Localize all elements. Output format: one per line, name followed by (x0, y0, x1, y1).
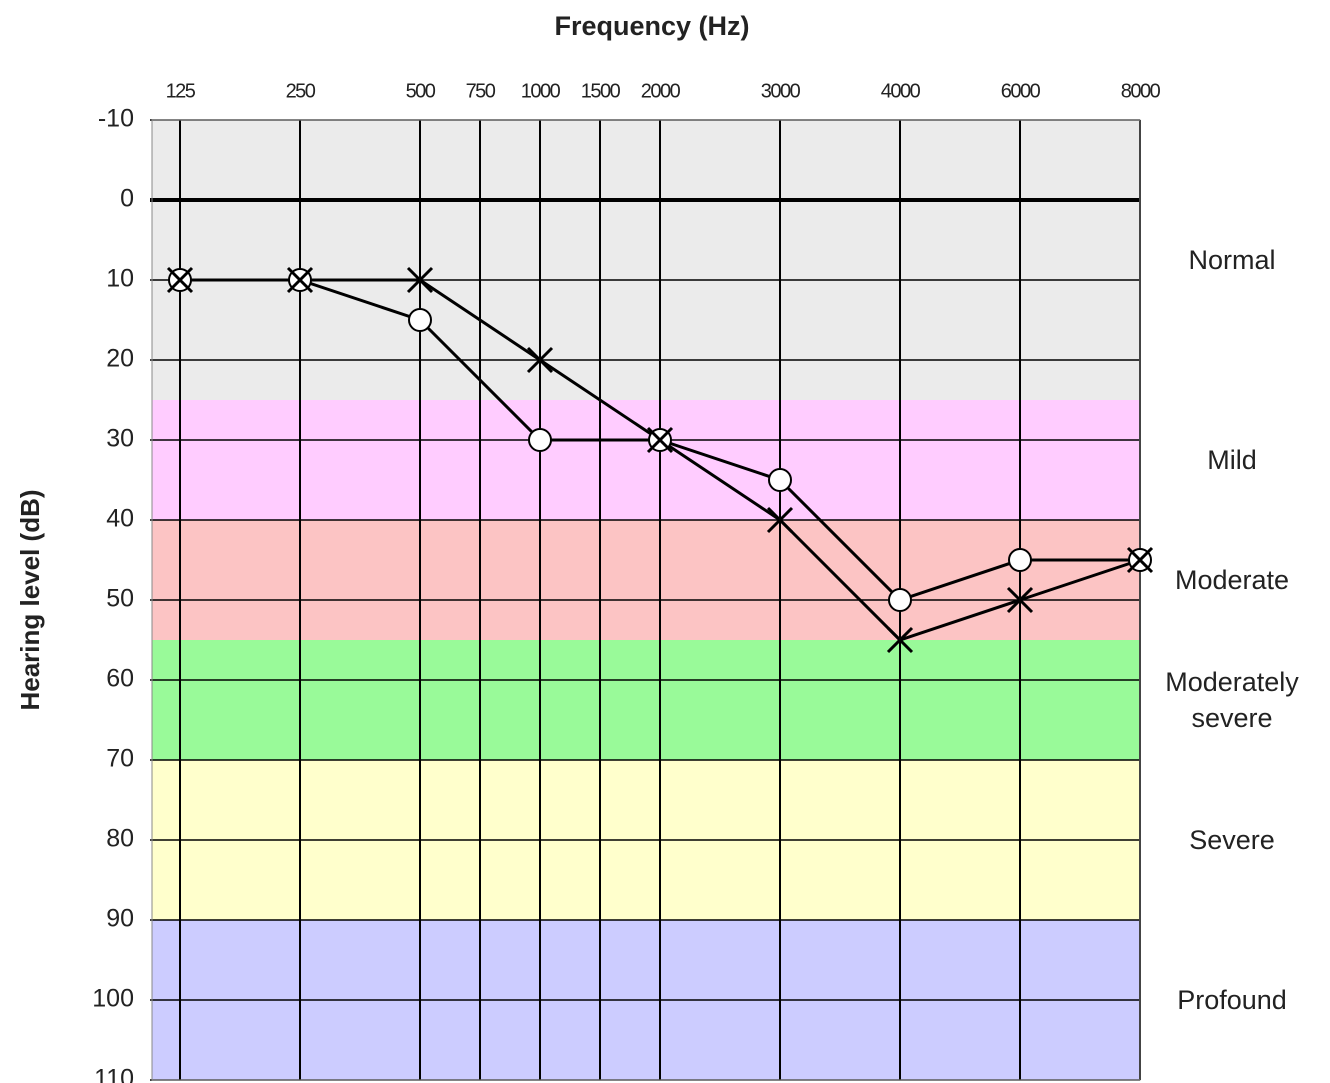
y-tick-label: 50 (106, 585, 134, 613)
y-tick-label: 80 (106, 825, 134, 853)
y-tick-label: 30 (106, 425, 134, 453)
x-tick-label: 1000 (521, 80, 561, 102)
x-tick-label: 750 (466, 80, 496, 102)
x-tick-label: 125 (166, 80, 196, 102)
y-tick-label: -10 (98, 105, 134, 133)
y-tick-label: 40 (106, 505, 134, 533)
x-tick-label: 500 (406, 80, 436, 102)
marker-cross (286, 266, 314, 294)
band-label: Moderate (1174, 565, 1290, 595)
marker-cross (646, 426, 674, 454)
marker-cross (886, 626, 914, 654)
y-tick-label: 20 (106, 345, 134, 373)
band-label: Mild (1207, 445, 1257, 475)
x-tick-label: 1500 (581, 80, 621, 102)
band (152, 640, 1140, 760)
marker-cross (1006, 586, 1034, 614)
x-tick-label: 4000 (881, 80, 921, 102)
x-tick-label: 2000 (641, 80, 681, 102)
y-tick-label: 0 (120, 185, 134, 213)
marker-cross (166, 266, 194, 294)
marker-circle (1008, 548, 1032, 572)
marker-circle (528, 428, 552, 452)
marker-circle (888, 588, 912, 612)
marker-circle (768, 468, 792, 492)
band-label: Normal (1188, 245, 1276, 275)
x-tick-label: 3000 (761, 80, 801, 102)
marker-cross (766, 506, 794, 534)
marker-circle (408, 308, 432, 332)
band (152, 120, 1140, 400)
x-tick-label: 8000 (1121, 80, 1161, 102)
marker-cross (526, 346, 554, 374)
y-tick-label: 70 (106, 745, 134, 773)
y-tick-label: 10 (106, 265, 134, 293)
y-tick-label: 110 (94, 1065, 134, 1083)
band-label: Moderately severe (1165, 667, 1299, 733)
band (152, 520, 1140, 640)
band-label: Severe (1189, 825, 1275, 855)
chart-title: Frequency (Hz) (554, 11, 749, 41)
y-tick-label: 90 (106, 905, 134, 933)
plot-frame (151, 119, 1141, 1081)
band (152, 400, 1140, 520)
y-tick-label: 60 (106, 665, 134, 693)
x-tick-label: 6000 (1001, 80, 1041, 102)
marker-cross (406, 266, 434, 294)
y-tick-label: 100 (92, 985, 134, 1013)
y-axis-label: Hearing level (dB) (15, 489, 45, 710)
marker-cross (1126, 546, 1154, 574)
band-label: Profound (1177, 985, 1287, 1015)
x-tick-label: 250 (286, 80, 316, 102)
